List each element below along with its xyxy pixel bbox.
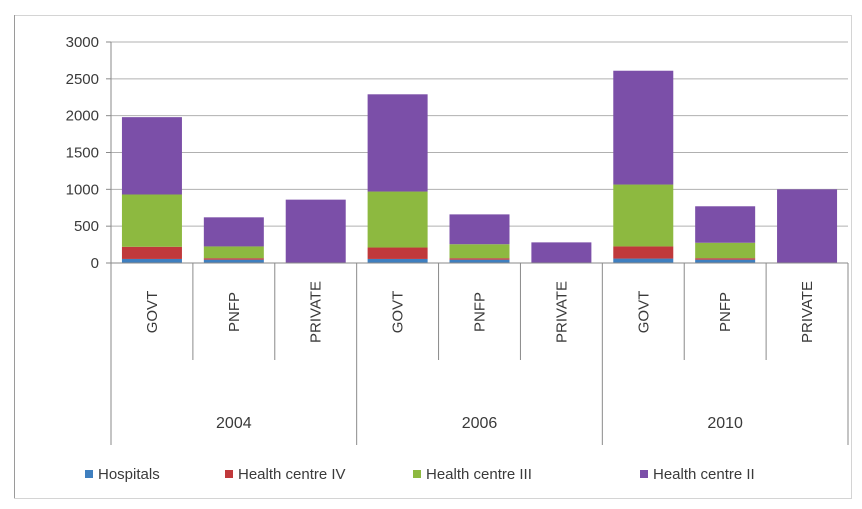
chart-frame-top (14, 15, 852, 16)
bar-segment (613, 258, 674, 263)
x-category-label: GOVT (144, 291, 161, 334)
y-tick-label: 2500 (66, 71, 99, 88)
bar-segment (121, 117, 182, 195)
bar-segment (203, 259, 264, 263)
x-group-label: 2006 (462, 415, 498, 432)
bar-segment (121, 194, 182, 247)
x-group-label: 2010 (707, 415, 743, 432)
bar-segment (285, 199, 346, 263)
legend-label: Hospitals (98, 466, 160, 483)
bar-segment (613, 184, 674, 247)
chart-frame-bottom (14, 498, 852, 499)
legend-swatch (225, 470, 233, 478)
bar-segment (449, 214, 510, 245)
chart-frame-right (851, 15, 852, 499)
y-tick-label: 2000 (66, 108, 99, 125)
bar-segment (449, 244, 510, 259)
bar-segment (695, 206, 756, 243)
bar-segment (695, 259, 756, 263)
chart-frame-left (14, 15, 15, 499)
bar-segment (121, 258, 182, 263)
legend-swatch (85, 470, 93, 478)
legend-swatch (413, 470, 421, 478)
bar-segment (203, 217, 264, 247)
bar-segment (531, 242, 592, 263)
x-category-label: PNFP (472, 292, 489, 332)
legend-label: Health centre III (426, 466, 532, 483)
x-category-label: PRIVATE (553, 281, 570, 343)
bar-segment (613, 70, 674, 185)
x-category-label: GOVT (635, 291, 652, 334)
bar-segment (777, 189, 838, 263)
x-category-label: PNFP (226, 292, 243, 332)
y-tick-label: 1000 (66, 181, 99, 198)
bar-segment (367, 247, 428, 259)
bar-segment (613, 246, 674, 259)
x-category-label: PRIVATE (799, 281, 816, 343)
bar-segment (695, 242, 756, 259)
legend-swatch (640, 470, 648, 478)
y-tick-label: 500 (74, 218, 99, 235)
x-group-label: 2004 (216, 415, 252, 432)
bar-segment (449, 259, 510, 263)
bar-segment (367, 258, 428, 263)
bar-segment (449, 258, 510, 260)
bar-segment (695, 258, 756, 260)
x-category-label: PNFP (717, 292, 734, 332)
legend-label: Health centre IV (238, 466, 346, 483)
x-category-label: GOVT (390, 291, 407, 334)
legend-label: Health centre II (653, 466, 755, 483)
bar-segment (121, 246, 182, 259)
y-tick-label: 3000 (66, 34, 99, 51)
bar-segment (367, 191, 428, 248)
bar-segment (203, 246, 264, 259)
bar-segment (367, 94, 428, 192)
x-category-label: PRIVATE (308, 281, 325, 343)
y-tick-label: 1500 (66, 145, 99, 162)
y-tick-label: 0 (91, 255, 99, 272)
bar-segment (203, 258, 264, 260)
